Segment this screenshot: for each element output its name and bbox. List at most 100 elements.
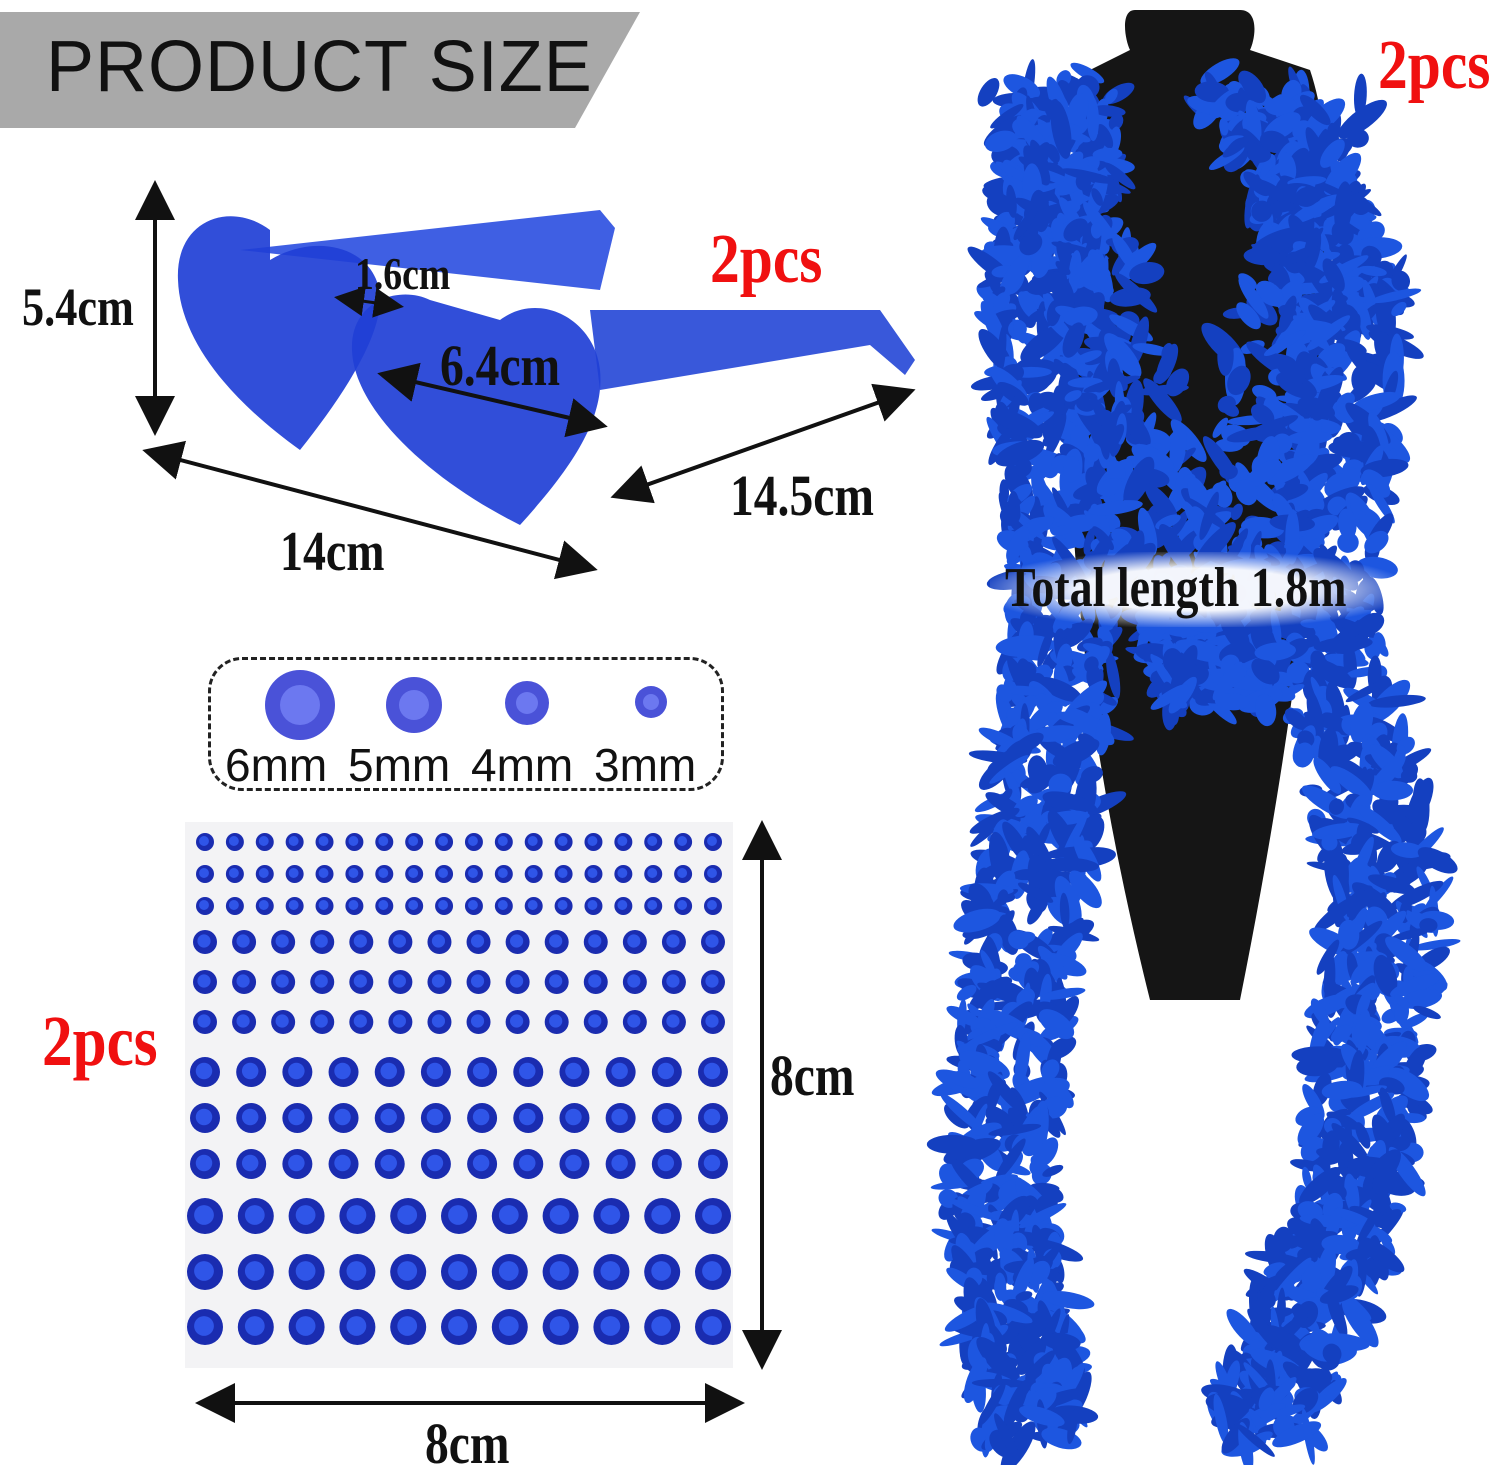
feather	[1390, 927, 1431, 941]
feather	[1390, 870, 1415, 893]
feather	[1032, 1309, 1052, 1330]
feather	[1400, 769, 1418, 783]
feather	[976, 1337, 1020, 1383]
feather	[1247, 146, 1272, 163]
feather	[1272, 1404, 1306, 1418]
feather	[1251, 657, 1280, 685]
feather	[1003, 74, 1041, 100]
size-label-4mm: 4mm	[471, 739, 574, 791]
feather	[1090, 222, 1103, 239]
feather	[1004, 768, 1021, 800]
feather	[1063, 456, 1081, 483]
feather	[1131, 444, 1175, 473]
length-label-backdrop	[990, 552, 1400, 627]
feather	[1346, 889, 1372, 918]
feather	[994, 1272, 1007, 1301]
feather	[1317, 846, 1331, 863]
feather	[1132, 343, 1171, 356]
feather	[1219, 117, 1229, 136]
feather	[994, 1218, 1014, 1256]
feather	[1288, 214, 1311, 248]
feather	[1350, 956, 1379, 984]
size-label-5mm: 5mm	[348, 739, 451, 791]
feather	[1306, 315, 1351, 351]
feather	[1255, 693, 1277, 727]
feather	[998, 252, 1031, 299]
feather	[1083, 201, 1120, 249]
feather	[1264, 96, 1297, 116]
feather	[1019, 1405, 1065, 1427]
feather	[1358, 265, 1387, 277]
feather	[1313, 895, 1359, 933]
feather	[1020, 324, 1067, 363]
feather	[1091, 188, 1103, 206]
feather	[1144, 483, 1178, 521]
feather	[1042, 1290, 1095, 1310]
feather	[1091, 105, 1126, 117]
feather	[1244, 459, 1282, 488]
feather	[1358, 1236, 1405, 1273]
feather	[1227, 365, 1251, 396]
feather	[993, 292, 1011, 311]
feather	[1045, 413, 1067, 459]
feather	[1320, 139, 1345, 168]
feather	[1300, 1136, 1324, 1162]
feather	[1104, 88, 1118, 104]
glasses-quantity-label: 2pcs	[710, 221, 823, 298]
feather	[1083, 443, 1102, 463]
feather	[1108, 113, 1124, 131]
feather	[1334, 1208, 1376, 1228]
feather	[1076, 398, 1095, 412]
feather	[1016, 1340, 1047, 1375]
feather	[980, 949, 997, 979]
feather	[971, 1378, 1029, 1388]
feather	[1212, 661, 1243, 701]
feather	[1074, 350, 1102, 364]
feather	[1379, 1087, 1396, 1125]
feather	[1019, 232, 1043, 256]
feather	[1013, 321, 1027, 344]
feather	[1250, 403, 1275, 426]
feather	[1364, 530, 1389, 554]
feather	[1212, 417, 1229, 438]
rhinestone-sticker-sheet	[185, 822, 733, 1368]
feather	[1368, 694, 1426, 708]
feather	[1299, 94, 1331, 126]
feather	[1373, 954, 1398, 997]
feather	[1371, 780, 1414, 801]
feather	[1137, 384, 1189, 396]
feather	[963, 1357, 988, 1404]
feather	[1015, 1291, 1033, 1301]
feather	[1370, 288, 1422, 304]
feather	[1028, 701, 1063, 730]
boa-quantity-label: 2pcs	[1378, 27, 1491, 104]
feather	[1063, 218, 1088, 242]
feather	[1330, 766, 1373, 800]
feather	[1199, 491, 1219, 540]
feather	[1097, 478, 1123, 497]
feather	[1331, 221, 1354, 245]
feather	[1347, 128, 1369, 148]
feather	[1362, 469, 1391, 498]
feather	[1042, 1164, 1064, 1177]
feather	[1338, 508, 1357, 540]
feather	[1063, 306, 1098, 327]
feather	[1153, 365, 1172, 384]
feather	[1017, 882, 1054, 903]
feather	[1002, 685, 1045, 696]
feather	[1366, 324, 1414, 340]
feather	[1237, 87, 1247, 116]
glasses-bridge-label: 1.6cm	[355, 248, 451, 299]
feather	[1390, 842, 1424, 858]
feather	[1251, 200, 1273, 222]
feather	[1111, 528, 1132, 545]
feather	[1246, 668, 1273, 693]
feather	[959, 1050, 1010, 1080]
feather	[1294, 186, 1320, 207]
size-label-6mm: 6mm	[225, 739, 328, 791]
feather	[1012, 931, 1036, 945]
feather	[1046, 957, 1063, 984]
feather	[1222, 135, 1252, 158]
feather	[1095, 712, 1111, 756]
feather	[1124, 412, 1151, 447]
